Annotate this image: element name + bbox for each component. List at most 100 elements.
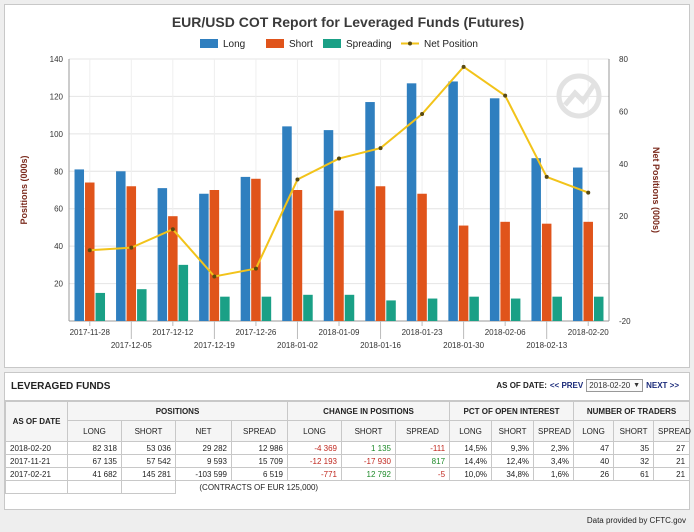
left-tick-label: 20 (54, 280, 63, 289)
next-date-link[interactable]: NEXT >> (646, 381, 679, 390)
table-cell: 1 135 (341, 441, 396, 455)
x-tick-label: 2018-01-16 (360, 341, 401, 350)
table-cell: 26 (573, 467, 615, 481)
net-position-point[interactable] (212, 274, 217, 279)
bar-spreading[interactable] (427, 298, 438, 321)
table-cell: -5 (394, 467, 451, 481)
right-tick-label: 20 (619, 212, 628, 221)
net-position-point[interactable] (586, 190, 591, 195)
bar-long[interactable] (116, 171, 126, 321)
right-tick-label: 80 (619, 55, 628, 64)
prev-date-link[interactable]: << PREV (549, 381, 584, 390)
legend-swatch (323, 39, 341, 48)
bar-spreading[interactable] (552, 296, 562, 321)
net-position-point[interactable] (129, 245, 134, 250)
bar-long[interactable] (448, 81, 458, 321)
chart-panel: EUR/USD COT Report for Leveraged Funds (… (4, 4, 690, 368)
bar-spreading[interactable] (303, 294, 313, 321)
sub-header: LONG (287, 420, 342, 442)
bar-long[interactable] (323, 130, 334, 321)
legend-label[interactable]: Short (289, 39, 313, 50)
table-row: 2017-02-21 41 682 145 281 -103 599 6 519 -771… (5, 467, 691, 481)
bar-spreading[interactable] (344, 294, 355, 321)
bar-long[interactable] (531, 158, 541, 321)
bar-long[interactable] (199, 193, 209, 321)
cot-table-panel: LEVERAGED FUNDS AS OF DATE: << PREV 2018… (4, 372, 691, 510)
bar-short[interactable] (292, 190, 303, 321)
date-navigation: AS OF DATE: << PREV 2018-02-20 ▼ NEXT >> (496, 379, 679, 392)
x-tick-label: 2018-02-06 (485, 328, 526, 337)
legend-label[interactable]: Net Position (424, 39, 478, 50)
left-tick-label: 120 (50, 92, 64, 101)
bar-spreading[interactable] (137, 289, 147, 321)
table-cell: 53 036 (121, 441, 176, 455)
bar-spreading[interactable] (261, 296, 272, 321)
bar-long[interactable] (157, 188, 168, 321)
legend-marker (408, 41, 412, 46)
sub-header: LONG (67, 420, 122, 442)
legend-label[interactable]: Long (223, 39, 245, 50)
table-cell: 34,8% (491, 467, 535, 481)
table-cell: 14,5% (449, 441, 493, 455)
legend-label[interactable]: Spreading (346, 39, 392, 50)
net-position-point[interactable] (420, 112, 425, 117)
bar-short[interactable] (334, 210, 344, 321)
bar-short[interactable] (251, 178, 261, 321)
watermark-logo (556, 73, 602, 119)
table-cell: 1,6% (533, 467, 575, 481)
bar-spreading[interactable] (386, 300, 396, 321)
bar-spreading[interactable] (469, 296, 479, 321)
chart-title: EUR/USD COT Report for Leveraged Funds (… (172, 14, 524, 30)
bar-spreading[interactable] (178, 264, 189, 321)
x-tick-label: 2018-02-13 (526, 341, 567, 350)
net-position-point[interactable] (170, 227, 175, 232)
bar-long[interactable] (240, 176, 251, 321)
table-cell: 57 542 (121, 454, 176, 468)
sub-header: SPREAD (653, 420, 691, 442)
chart-legend[interactable]: Long Short Spreading Net Position (200, 39, 478, 50)
table-cell: -111 (394, 441, 451, 455)
bar-spreading[interactable] (95, 292, 106, 321)
net-position-point[interactable] (461, 64, 466, 69)
bar-long[interactable] (365, 102, 375, 322)
group-header-positions: POSITIONS (67, 401, 288, 421)
table-cell: 10,0% (449, 467, 493, 481)
bar-spreading[interactable] (593, 296, 604, 321)
bar-short[interactable] (417, 193, 427, 321)
sub-header: LONG (449, 420, 493, 442)
net-position-point[interactable] (503, 93, 508, 98)
net-position-point[interactable] (337, 156, 341, 161)
row-date: 2017-02-21 (5, 467, 68, 481)
bar-spreading[interactable] (510, 298, 521, 321)
net-position-point[interactable] (544, 174, 549, 179)
bar-short[interactable] (458, 225, 469, 321)
bar-short[interactable] (541, 223, 552, 321)
table-cell: 15 709 (231, 454, 288, 468)
bar-long[interactable] (406, 83, 417, 321)
bar-long[interactable] (282, 126, 292, 321)
net-position-point[interactable] (87, 248, 92, 253)
date-select[interactable]: 2018-02-20 ▼ (586, 379, 644, 392)
x-tick-label: 2018-01-30 (443, 341, 484, 350)
bar-long[interactable] (74, 169, 85, 321)
group-header-traders: NUMBER OF TRADERS (573, 401, 691, 421)
net-position-point[interactable] (295, 177, 300, 182)
table-cell: 6 519 (231, 467, 288, 481)
bar-short[interactable] (126, 186, 137, 321)
bar-short[interactable] (168, 216, 178, 321)
left-tick-label: 80 (54, 167, 63, 176)
table-cell: 27 (653, 441, 691, 455)
x-tick-label: 2017-12-12 (152, 328, 193, 337)
net-position-point[interactable] (378, 146, 383, 151)
table-title: LEVERAGED FUNDS (11, 381, 111, 392)
bar-long[interactable] (572, 167, 583, 321)
bar-short[interactable] (209, 190, 220, 321)
bar-short[interactable] (500, 221, 510, 321)
date-select-value: 2018-02-20 (589, 380, 631, 390)
table-cell: 41 682 (67, 467, 122, 481)
bar-spreading[interactable] (220, 296, 230, 321)
bar-short[interactable] (583, 221, 593, 321)
bar-long[interactable] (489, 98, 500, 321)
net-position-point[interactable] (253, 266, 258, 271)
bar-short[interactable] (375, 186, 386, 321)
